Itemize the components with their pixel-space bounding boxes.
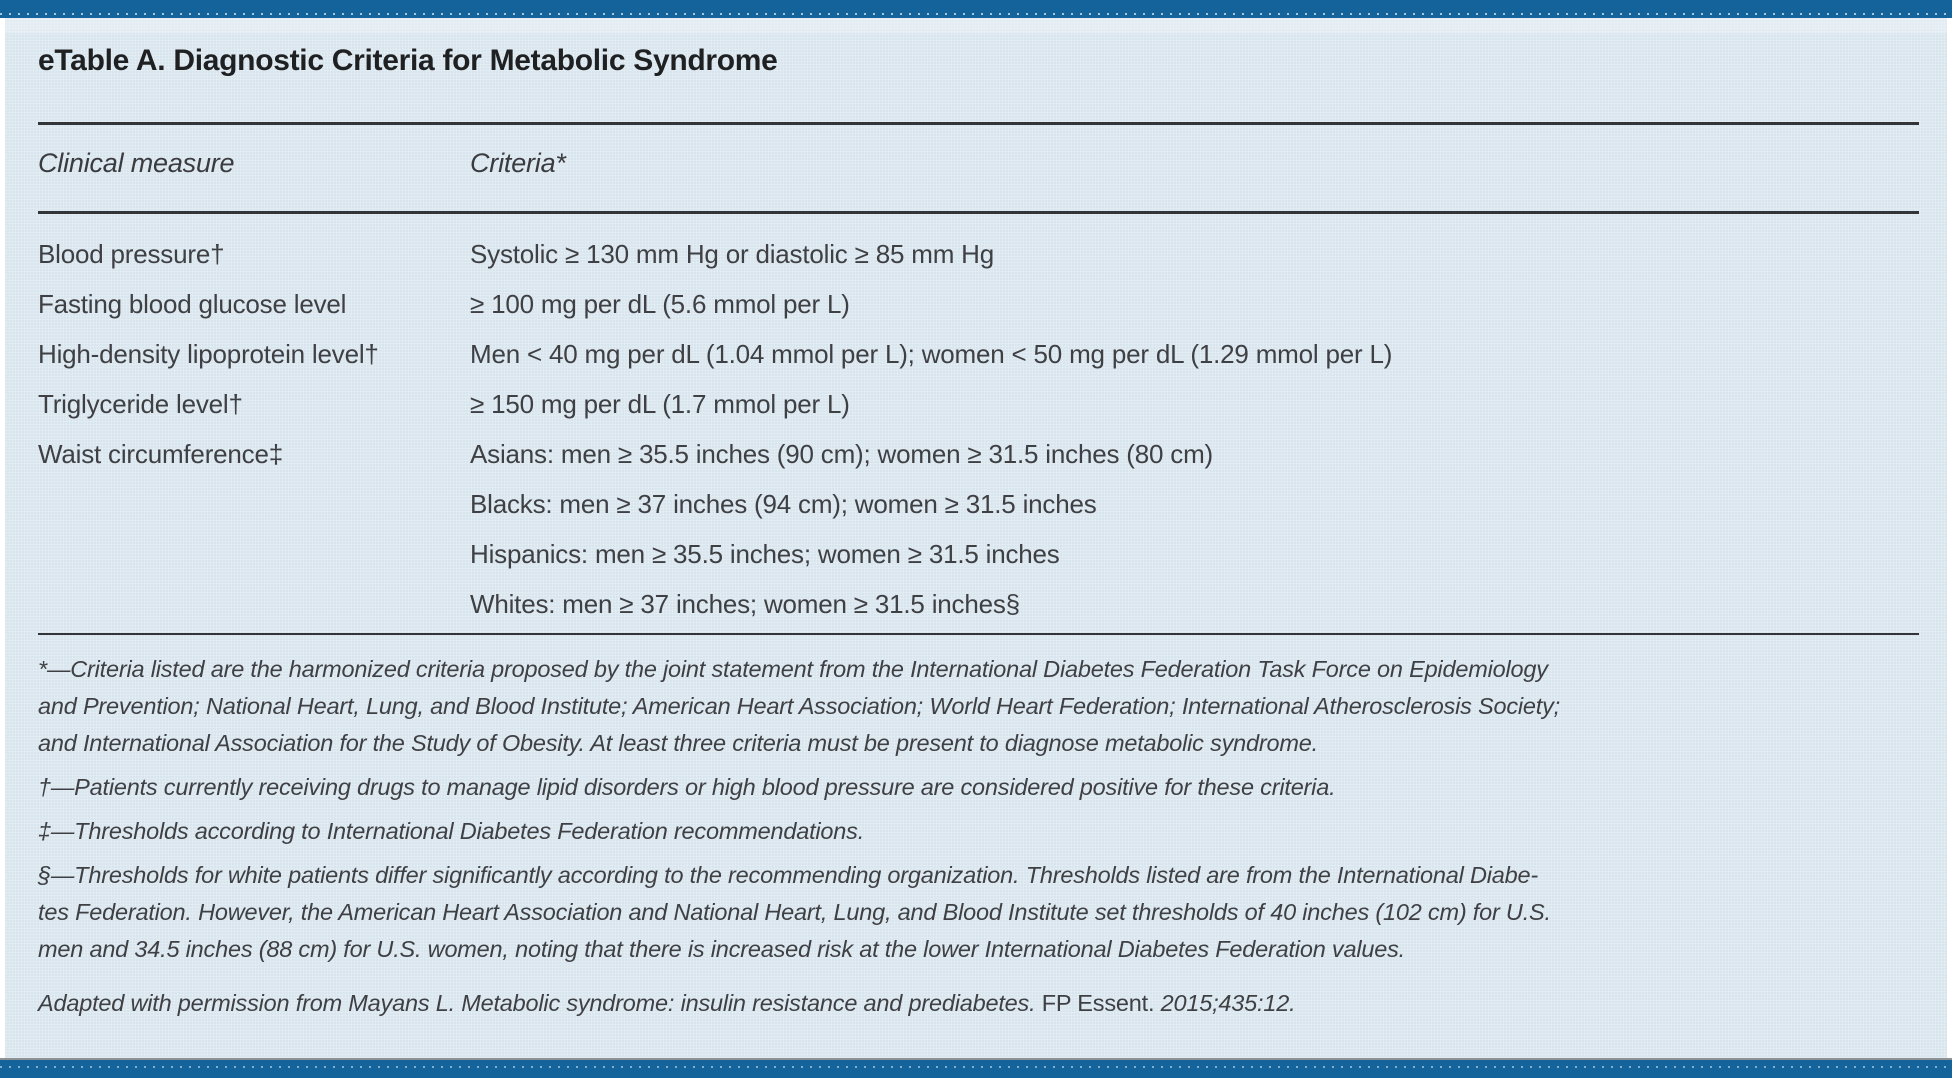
footnote-dagger: †—Patients currently receiving drugs to … [38,769,1919,806]
footnote-section: §—Thresholds for white patients differ s… [38,857,1919,968]
table-row: Waist circumference‡ Asians: men ≥ 35.5 i… [38,429,1919,479]
attribution-segment: Adapted with permission from Mayans L. M… [38,990,1042,1016]
bottom-border-bar [0,1058,1952,1078]
table-row: Triglyceride level† ≥ 150 mg per dL (1.7 … [38,379,1919,429]
table-row: Fasting blood glucose level ≥ 100 mg per … [38,279,1919,329]
attribution-segment: 2015;435:12. [1154,990,1296,1016]
table-row: Blood pressure† Systolic ≥ 130 mm Hg or d… [38,229,1919,279]
clinical-measure-cell: Blood pressure† [38,239,225,269]
criteria-cell: ≥ 150 mg per dL (1.7 mmol per L) [470,389,850,419]
table-panel: eTable A. Diagnostic Criteria for Metabo… [5,18,1947,1058]
top-bar-dotted-line [0,13,1952,15]
table-content: eTable A. Diagnostic Criteria for Metabo… [38,18,1919,1018]
column-header-criteria: Criteria* [470,148,566,178]
footnote-divider [38,633,1919,635]
criteria-cell: Asians: men ≥ 35.5 inches (90 cm); women… [470,439,1214,469]
header-divider [38,211,1919,214]
footnote-line: *—Criteria listed are the harmonized cri… [38,656,1548,682]
footnote-line: and International Association for the St… [38,730,1318,756]
footnote-line: men and 34.5 inches (88 cm) for U.S. wom… [38,936,1405,962]
clinical-measure-cell: Triglyceride level† [38,389,243,419]
criteria-cell: Whites: men ≥ 37 inches; women ≥ 31.5 in… [470,589,1020,619]
criteria-cell: Hispanics: men ≥ 35.5 inches; women ≥ 31… [470,539,1060,569]
table-row: Hispanics: men ≥ 35.5 inches; women ≥ 31… [38,529,1919,579]
title-divider [38,122,1919,125]
criteria-cell: Systolic ≥ 130 mm Hg or diastolic ≥ 85 m… [470,239,995,269]
clinical-measure-cell: Fasting blood glucose level [38,289,347,319]
clinical-measure-cell: Waist circumference‡ [38,439,283,469]
footnote-line: §—Thresholds for white patients differ s… [38,862,1538,888]
clinical-measure-cell [38,579,470,629]
bottom-bar-dotted-line [0,1066,1952,1068]
table-title: eTable A. Diagnostic Criteria for Metabo… [38,44,778,77]
table-row: Whites: men ≥ 37 inches; women ≥ 31.5 in… [38,579,1919,629]
footnote-double-dagger: ‡—Thresholds according to International … [38,813,1919,850]
clinical-measure-cell [38,479,470,529]
footnotes: *—Criteria listed are the harmonized cri… [38,635,1919,968]
footnote-line: ‡—Thresholds according to International … [38,818,865,844]
attribution-segment: FP Essent. [1041,990,1155,1016]
footnote-line: and Prevention; National Heart, Lung, an… [38,693,1561,719]
clinical-measure-cell: High-density lipoprotein level† [38,339,379,369]
table-header-row: Clinical measure Criteria* [38,125,1919,180]
attribution: Adapted with permission from Mayans L. M… [38,988,1919,1018]
table-row: Blacks: men ≥ 37 inches (94 cm); women ≥… [38,479,1919,529]
footnote-line: †—Patients currently receiving drugs to … [38,774,1336,800]
table-body: Blood pressure† Systolic ≥ 130 mm Hg or d… [38,214,1919,629]
criteria-cell: Blacks: men ≥ 37 inches (94 cm); women ≥… [470,489,1097,519]
clinical-measure-cell [38,529,470,579]
top-border-bar [0,0,1952,18]
table-row: High-density lipoprotein level† Men < 40 … [38,329,1919,379]
footnote-asterisk: *—Criteria listed are the harmonized cri… [38,651,1919,762]
criteria-cell: ≥ 100 mg per dL (5.6 mmol per L) [470,289,850,319]
column-header-clinical-measure: Clinical measure [38,148,235,178]
footnote-line: tes Federation. However, the American He… [38,899,1551,925]
criteria-cell: Men < 40 mg per dL (1.04 mmol per L); wo… [470,339,1393,369]
